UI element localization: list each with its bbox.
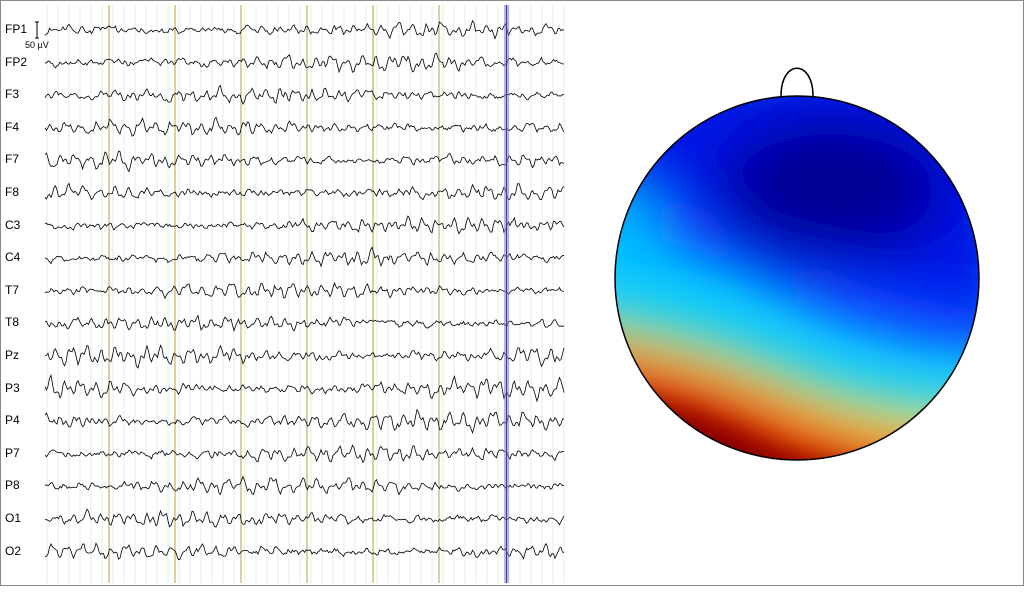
channel-label-o2: O2	[5, 543, 22, 558]
channel-label-o1: O1	[5, 511, 22, 525]
channel-label-c4: C4	[5, 250, 21, 265]
channel-label-f4: F4	[5, 119, 20, 134]
channel-label-t8: T8	[5, 315, 20, 330]
channel-label-c3: C3	[5, 217, 21, 232]
time-grid	[46, 5, 565, 583]
eeg-trace-t8	[44, 314, 565, 333]
channel-label-fp1: FP1	[5, 22, 28, 36]
channel-label-f3: F3	[5, 87, 20, 102]
nose-outline	[780, 67, 814, 97]
channel-label-p7: P7	[5, 445, 20, 460]
eeg-trace-c4	[44, 246, 565, 268]
eeg-trace-panel[interactable]: FP1 FP2 F3 F4 F7 F8 C3 C4 T7 T8 Pz P3 P4 P7 P8 O1 O2 50 …	[1, 1, 569, 587]
trace-group	[44, 19, 565, 561]
channel-label-p8: P8	[5, 478, 20, 493]
channel-label-f7: F7	[5, 152, 20, 167]
eeg-trace-c3	[44, 215, 565, 235]
eeg-traces[interactable]	[1, 1, 569, 587]
amplitude-scale-bar	[35, 21, 39, 39]
eeg-trace-o1	[44, 508, 565, 528]
eeg-trace-p4	[44, 408, 565, 435]
eeg-trace-p3	[44, 374, 565, 403]
head-outline	[614, 95, 980, 461]
eeg-trace-fp1	[44, 19, 565, 40]
eeg-trace-fp2	[44, 52, 565, 74]
eeg-trace-p7	[44, 444, 565, 464]
channel-label-p4: P4	[5, 413, 20, 428]
channel-label-p3: P3	[5, 380, 20, 395]
channel-label-fp2: FP2	[5, 54, 28, 69]
channel-label-f8: F8	[5, 185, 20, 199]
amplitude-scale-label: 50 µV	[25, 40, 49, 50]
eeg-trace-p8	[44, 475, 565, 496]
scalp-topomap	[614, 67, 980, 461]
eeg-trace-f7	[44, 150, 565, 173]
eeg-trace-f4	[44, 116, 565, 137]
potential-field	[615, 96, 979, 460]
eeg-trace-f8	[44, 182, 565, 201]
topographic-map-panel	[591, 1, 1011, 587]
eeg-trace-f3	[44, 84, 565, 105]
channel-label-t7: T7	[5, 282, 20, 297]
eeg-trace-o2	[44, 542, 565, 561]
channel-label-pz: Pz	[5, 348, 20, 362]
eeg-trace-pz	[44, 344, 565, 369]
eeg-trace-t7	[44, 281, 565, 300]
